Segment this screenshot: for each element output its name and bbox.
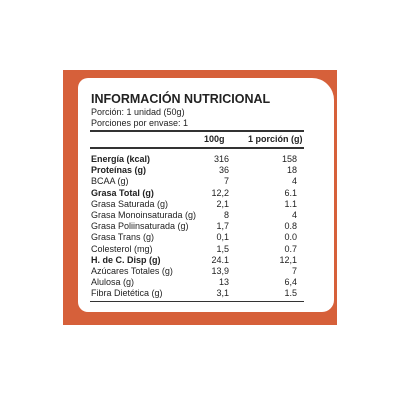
rule bbox=[90, 130, 304, 132]
row-label: Energía (kcal) bbox=[91, 154, 151, 164]
value-portion: 7 bbox=[291, 266, 297, 276]
value-100g: 12,2 bbox=[211, 187, 229, 198]
value-portion: 4 bbox=[291, 176, 297, 187]
value-portion: 1.5 bbox=[284, 288, 297, 299]
value-100g: 1,5 bbox=[216, 243, 229, 254]
value-100g: 0,1 bbox=[216, 232, 229, 243]
value-100g: 316 bbox=[213, 154, 229, 164]
value-100g: 3,1 bbox=[216, 288, 229, 299]
value-100g: 13 bbox=[218, 277, 229, 288]
value-100g: 24.1 bbox=[211, 254, 229, 265]
row-label: Grasa Monoinsaturada (g) bbox=[91, 210, 197, 220]
rule bbox=[90, 147, 304, 149]
title: INFORMACIÓN NUTRICIONAL bbox=[91, 92, 271, 106]
value-100g: 36 bbox=[218, 165, 229, 176]
row-label: Grasa Trans (g) bbox=[91, 232, 155, 243]
column-header: 100g bbox=[204, 134, 225, 144]
value-portion: 0.0 bbox=[284, 232, 297, 243]
row-label: H. de C. Disp (g) bbox=[91, 254, 161, 265]
row-label: Grasa Total (g) bbox=[91, 187, 154, 198]
value-100g: 1,7 bbox=[216, 221, 229, 232]
row-label: Colesterol (mg) bbox=[91, 243, 153, 254]
value-100g: 2,1 bbox=[216, 198, 229, 209]
row-label: Fibra Dietética (g) bbox=[91, 288, 163, 299]
value-portion: 0.7 bbox=[284, 243, 297, 254]
value-100g: 8 bbox=[223, 210, 229, 220]
value-portion: 18 bbox=[286, 165, 297, 176]
row-label: Alulosa (g) bbox=[91, 277, 135, 288]
value-portion: 0.8 bbox=[284, 221, 297, 232]
row-label: Grasa Saturada (g) bbox=[91, 198, 169, 209]
value-portion: 4 bbox=[291, 210, 297, 220]
servings-per-pack: Porciones por envase: 1 bbox=[91, 118, 189, 128]
row-label: Grasa Poliinsaturada (g) bbox=[91, 221, 189, 232]
row-label: Azúcares Totales (g) bbox=[91, 266, 173, 276]
value-portion: 1.1 bbox=[284, 198, 297, 209]
column-header: 1 porción (g) bbox=[248, 134, 303, 144]
value-portion: 6,4 bbox=[284, 277, 297, 288]
value-portion: 158 bbox=[281, 154, 297, 164]
label-panel bbox=[78, 78, 334, 312]
value-portion: 6.1 bbox=[284, 187, 297, 198]
rule bbox=[90, 301, 304, 302]
serving: Porción: 1 unidad (50g) bbox=[91, 107, 185, 117]
value-portion: 12,1 bbox=[279, 254, 297, 265]
value-100g: 7 bbox=[223, 176, 229, 187]
row-label: BCAA (g) bbox=[91, 176, 129, 187]
row-label: Proteínas (g) bbox=[91, 165, 147, 176]
value-100g: 13,9 bbox=[211, 266, 229, 276]
